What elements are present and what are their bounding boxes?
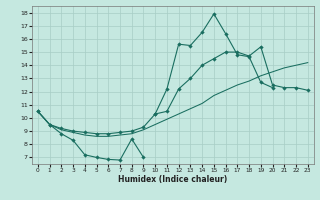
X-axis label: Humidex (Indice chaleur): Humidex (Indice chaleur) bbox=[118, 175, 228, 184]
